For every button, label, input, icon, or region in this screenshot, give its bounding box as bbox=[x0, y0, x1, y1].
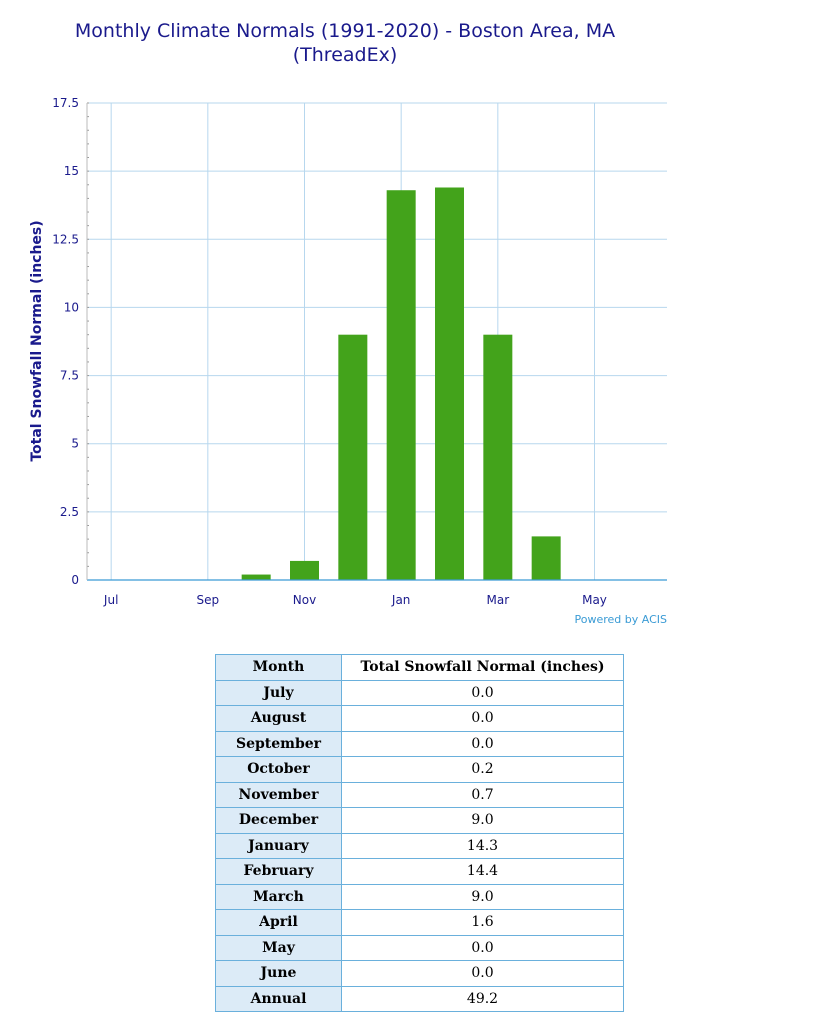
bars bbox=[241, 187, 561, 581]
x-tick-label: Mar bbox=[487, 593, 510, 607]
table-row: April 1.6 bbox=[215, 909, 624, 936]
bar-jan bbox=[386, 190, 416, 581]
table-row: January 14.3 bbox=[215, 832, 624, 859]
table-row: June 0.0 bbox=[215, 960, 624, 987]
chart-title-line1: Monthly Climate Normals (1991-2020) - Bo… bbox=[75, 20, 615, 42]
snowfall-value-cell: 9.0 bbox=[341, 883, 624, 910]
month-cell: April bbox=[215, 909, 342, 936]
month-cell: November bbox=[215, 781, 342, 808]
month-cell: December bbox=[215, 807, 342, 834]
snowfall-value-cell: 14.4 bbox=[341, 858, 624, 885]
month-cell: June bbox=[215, 960, 342, 987]
snowfall-value-cell: 0.0 bbox=[341, 730, 624, 757]
month-cell: Annual bbox=[215, 985, 342, 1012]
table-row: November 0.7 bbox=[215, 781, 624, 808]
snowfall-value-cell: 14.3 bbox=[341, 832, 624, 859]
snowfall-value-cell: 0.0 bbox=[341, 960, 624, 987]
month-cell: January bbox=[215, 832, 342, 859]
snowfall-chart: Monthly Climate Normals (1991-2020) - Bo… bbox=[29, 20, 668, 626]
table-row: September 0.0 bbox=[215, 730, 624, 757]
y-tick-label: 10 bbox=[64, 300, 79, 314]
snowfall-value-cell: 1.6 bbox=[341, 909, 624, 936]
month-cell: May bbox=[215, 934, 342, 961]
snowfall-value-cell: 0.0 bbox=[341, 705, 624, 732]
table-row: Annual 49.2 bbox=[215, 985, 624, 1012]
bar-nov bbox=[290, 560, 319, 580]
month-cell: August bbox=[215, 705, 342, 732]
bar-apr bbox=[531, 536, 561, 580]
y-tick-label: 12.5 bbox=[52, 232, 79, 246]
snowfall-column-header: Total Snowfall Normal (inches) bbox=[341, 654, 624, 681]
x-tick-label: Jan bbox=[391, 593, 411, 607]
month-cell: October bbox=[215, 756, 342, 783]
table-row: December 9.0 bbox=[215, 807, 624, 834]
table-row: October 0.2 bbox=[215, 756, 624, 783]
table-row: August 0.0 bbox=[215, 705, 624, 732]
snowfall-value-cell: 0.7 bbox=[341, 781, 624, 808]
month-cell: February bbox=[215, 858, 342, 885]
snowfall-value-cell: 9.0 bbox=[341, 807, 624, 834]
month-cell: March bbox=[215, 883, 342, 910]
y-tick-label: 0 bbox=[71, 573, 79, 587]
acis-credit-link[interactable]: Powered by ACIS bbox=[575, 613, 668, 626]
x-tick-label: Nov bbox=[293, 593, 316, 607]
bar-mar bbox=[483, 334, 513, 580]
table-row: February 14.4 bbox=[215, 858, 624, 885]
y-axis-title: Total Snowfall Normal (inches) bbox=[29, 220, 45, 461]
snowfall-value-cell: 0.0 bbox=[341, 934, 624, 961]
month-cell: September bbox=[215, 730, 342, 757]
grid-lines bbox=[87, 102, 667, 580]
bar-dec bbox=[338, 334, 368, 580]
y-tick-label: 15 bbox=[64, 164, 79, 178]
y-tick-label: 7.5 bbox=[60, 369, 79, 383]
bar-oct bbox=[241, 574, 271, 580]
month-cell: July bbox=[215, 679, 342, 706]
table-header-row: Month Total Snowfall Normal (inches) bbox=[215, 654, 624, 681]
snowfall-value-cell: 49.2 bbox=[341, 985, 624, 1012]
table-row: May 0.0 bbox=[215, 934, 624, 961]
y-tick-label: 2.5 bbox=[60, 505, 79, 519]
snowfall-value-cell: 0.2 bbox=[341, 756, 624, 783]
y-tick-label: 5 bbox=[71, 437, 79, 451]
table-row: March 9.0 bbox=[215, 883, 624, 910]
axes: 0 2.5 5 7.5 10 12.5 15 17.5 Jul Sep Nov Jan Mar May bbox=[52, 96, 667, 607]
x-tick-label: Sep bbox=[197, 593, 220, 607]
snowfall-table: Month Total Snowfall Normal (inches) Jul… bbox=[215, 654, 624, 1012]
bar-feb bbox=[435, 187, 464, 581]
chart-title-line2: (ThreadEx) bbox=[293, 44, 398, 66]
table-row: July 0.0 bbox=[215, 679, 624, 706]
x-tick-label: Jul bbox=[103, 593, 118, 607]
y-tick-label: 17.5 bbox=[52, 96, 79, 110]
x-tick-label: May bbox=[582, 593, 607, 607]
snowfall-value-cell: 0.0 bbox=[341, 679, 624, 706]
month-column-header: Month bbox=[215, 654, 342, 681]
